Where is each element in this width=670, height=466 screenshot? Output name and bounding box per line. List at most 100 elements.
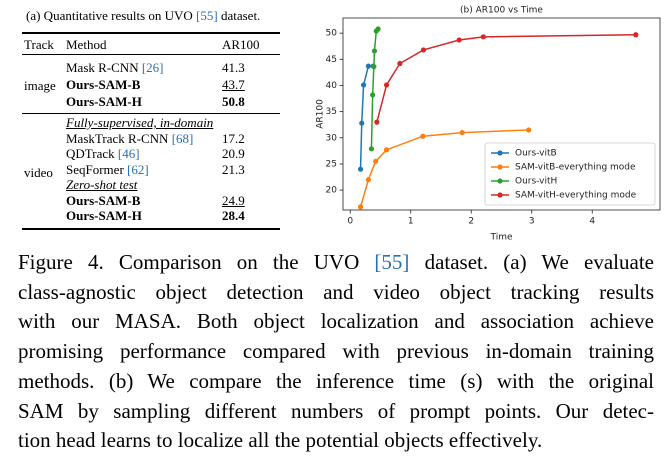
legend-label: SAM-vitH-everything mode	[515, 191, 637, 201]
point	[480, 34, 486, 40]
method: MaskTrack R-CNN	[66, 130, 172, 146]
value: 28.4	[222, 208, 245, 223]
x-axis-label: Time	[489, 233, 512, 243]
legend-marker	[497, 192, 503, 198]
legend-label: Ours-vitB	[515, 149, 557, 159]
caption-text: with our MASA. Both object localization …	[18, 309, 654, 334]
point	[373, 158, 379, 164]
point	[375, 26, 381, 32]
method-cell: Ours-SAM-B	[66, 193, 140, 209]
value: 17.2	[222, 130, 245, 146]
y-tick-label: 30	[326, 133, 338, 143]
method-cell: SeqFormer [62]	[66, 162, 149, 178]
caption-text: class-agnostic object detection and vide…	[18, 279, 654, 304]
x-tick-label: 3	[529, 217, 535, 227]
method-cell: Mask R-CNN [26]	[66, 60, 164, 76]
value-cell: 21.3	[222, 162, 245, 178]
point	[456, 37, 462, 43]
point	[397, 60, 403, 67]
legend-marker	[497, 164, 503, 170]
value-cell: 20.9	[222, 146, 245, 162]
header-text: Track	[24, 37, 54, 52]
value-cell: 50.8	[222, 94, 245, 110]
track-cell: video	[24, 165, 53, 181]
value: 20.9	[222, 146, 245, 161]
value-cell: 43.7	[222, 77, 245, 93]
method-cell: Ours-SAM-B	[66, 77, 140, 93]
caption-text: SAM by sampling different numbers of pro…	[18, 398, 654, 423]
point	[374, 119, 380, 125]
results-table: (a) Quantitative results on UVO [55] dat…	[0, 0, 290, 240]
x-tick-label: 1	[408, 217, 414, 227]
caption-line: methods. (b) We compare the inference ti…	[18, 367, 654, 397]
caption-line: with our MASA. Both object localization …	[18, 307, 654, 337]
caption-line: promising performance compared with prev…	[18, 337, 654, 367]
value: 50.8	[222, 94, 245, 109]
point	[365, 177, 372, 183]
point	[633, 32, 639, 38]
value-cell: 28.4	[222, 208, 245, 224]
title-part: dataset.	[217, 8, 261, 23]
point	[383, 147, 390, 153]
series-line	[359, 65, 374, 170]
header-cell: Method	[66, 37, 106, 53]
point	[365, 63, 372, 69]
caption-text: Figure 4. Comparison on the UVO	[18, 250, 375, 274]
point	[420, 47, 427, 53]
y-tick-label: 35	[326, 107, 337, 117]
legend-box	[484, 142, 656, 206]
point	[420, 133, 426, 139]
point	[526, 127, 532, 133]
y-tick-label: 20	[326, 186, 338, 196]
point	[383, 82, 390, 88]
value-cell: 41.3	[222, 60, 245, 76]
method-cell: MaskTrack R-CNN [68]	[66, 131, 193, 147]
point	[357, 166, 364, 172]
value: 43.7	[222, 77, 245, 92]
point	[371, 64, 377, 70]
citation: [62]	[127, 161, 149, 177]
point	[371, 48, 378, 54]
point	[359, 120, 365, 126]
caption-line: tion head learns to localize all the pot…	[18, 426, 654, 456]
y-tick-label: 25	[326, 159, 337, 169]
method-cell: Ours-SAM-H	[66, 208, 142, 224]
value-cell: 24.9	[222, 193, 245, 209]
plot-frame	[342, 17, 661, 211]
x-tick-label: 4	[589, 217, 595, 227]
citation: [46]	[117, 146, 140, 161]
header-cell: AR100	[222, 37, 260, 53]
value: 21.3	[222, 161, 245, 177]
legend-marker	[497, 150, 503, 156]
method-cell: Zero-shot test	[66, 177, 137, 193]
header-cell: Track	[24, 37, 54, 53]
title-part: [55]	[196, 8, 218, 23]
rule	[22, 228, 280, 230]
rule	[22, 113, 280, 114]
caption-line: Figure 4. Comparison on the UVO [55] dat…	[18, 248, 654, 278]
chart: (b) AR100 vs Time 0 1 2 3 4 20 25 30 35 40 45 50 Time…	[316, 6, 661, 243]
method: QDTrack	[66, 146, 118, 161]
y-axis-label: AR100	[316, 99, 326, 129]
method-cell: Fully-supervised, in-domain	[66, 115, 213, 131]
citation: [68]	[171, 130, 194, 146]
chart-title: (b) AR100 vs Time	[460, 6, 543, 16]
header-text: AR100	[222, 37, 260, 52]
caption-line: class-agnostic object detection and vide…	[18, 278, 654, 308]
caption-text: tion head learns to localize all the pot…	[18, 428, 543, 453]
y-tick-label: 45	[326, 55, 337, 65]
method: Fully-supervised, in-domain	[66, 115, 214, 130]
caption-text: promising performance compared with prev…	[18, 339, 654, 364]
value: 24.9	[222, 192, 245, 208]
point	[370, 92, 376, 98]
track-cell: image	[24, 78, 56, 94]
method: Ours-SAM-H	[66, 208, 142, 223]
legend-label: Ours-vitH	[515, 177, 557, 187]
method: SeqFormer	[66, 161, 128, 177]
point	[357, 204, 364, 210]
value: 41.3	[222, 60, 245, 75]
legend-marker	[497, 178, 503, 184]
caption-line: SAM by sampling different numbers of pro…	[18, 397, 654, 427]
citation: [26]	[141, 60, 164, 75]
